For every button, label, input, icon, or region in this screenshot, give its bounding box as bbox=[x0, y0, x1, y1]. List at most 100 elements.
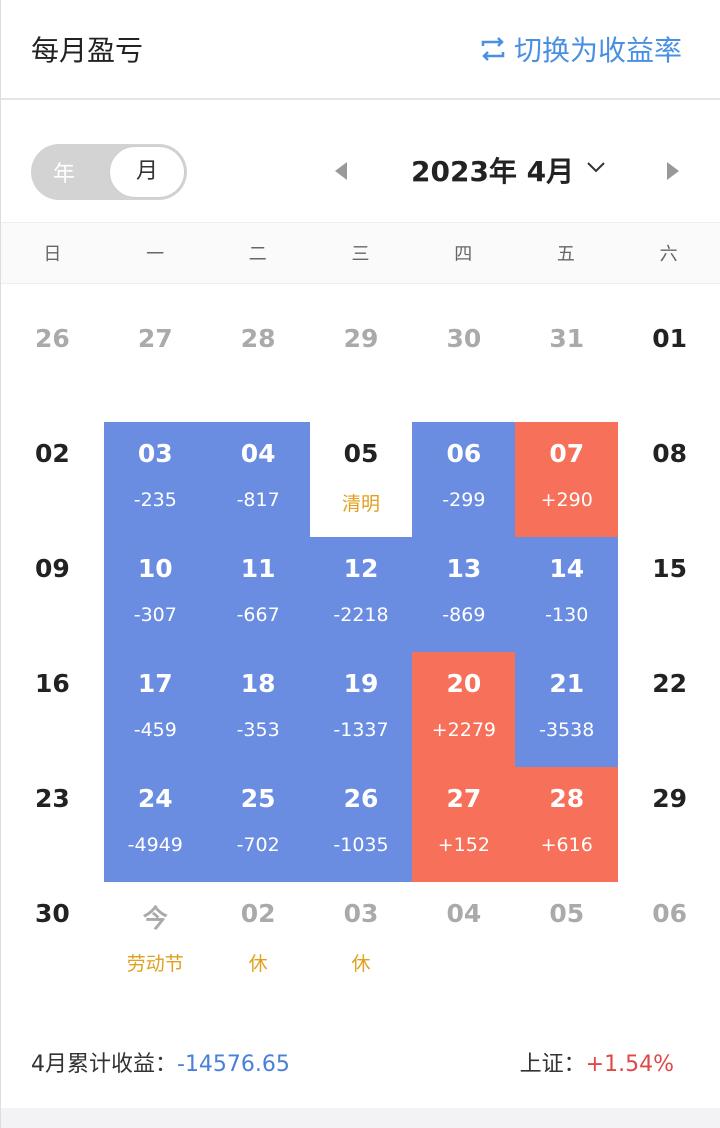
calendar-day[interactable]: 20 +2279 bbox=[412, 652, 516, 767]
calendar-day[interactable]: 29 bbox=[310, 307, 413, 422]
holiday-note: 休 bbox=[351, 953, 371, 975]
day-number: 09 bbox=[35, 554, 70, 583]
weekday: 三 bbox=[351, 244, 370, 265]
header: 每月盈亏 切换为收益率 bbox=[1, 0, 720, 100]
day-number: 02 bbox=[240, 899, 276, 928]
day-number: 30 bbox=[35, 899, 70, 928]
calendar-day[interactable]: 06 -299 bbox=[412, 422, 516, 537]
calendar-day[interactable]: 02 bbox=[1, 422, 104, 537]
calendar-day[interactable]: 12 -2218 bbox=[309, 537, 413, 652]
calendar-day[interactable]: 25 -702 bbox=[206, 767, 310, 882]
calendar-day[interactable]: 30 bbox=[1, 882, 104, 997]
calendar-day[interactable]: 23 bbox=[1, 767, 104, 882]
day-number: 04 bbox=[240, 439, 276, 468]
day-pnl: -2218 bbox=[333, 604, 389, 626]
calendar-day[interactable]: 31 bbox=[515, 307, 618, 422]
year-month-toggle[interactable]: 年 月 bbox=[31, 144, 187, 200]
weekday: 日 bbox=[43, 244, 62, 265]
summary-bar: 4月累计收益：-14576.65 上证：+1.54% bbox=[31, 1046, 674, 1078]
calendar-day[interactable]: 13 -869 bbox=[412, 537, 516, 652]
calendar-day[interactable]: 04 -817 bbox=[206, 422, 310, 537]
calendar-day[interactable]: 10 -307 bbox=[103, 537, 207, 652]
monthly-total-value: -14576.65 bbox=[177, 1052, 290, 1077]
calendar-day[interactable]: 07 +290 bbox=[515, 422, 619, 537]
calendar-grid: 26 27 28 29 30 31 01 02 03 -235 04 -817 05 清明 06 -299 07… bbox=[1, 307, 720, 997]
day-number: 12 bbox=[343, 554, 379, 583]
calendar-day[interactable]: 18 -353 bbox=[206, 652, 310, 767]
weekday-header: 日 一 二 三 四 五 六 bbox=[1, 222, 720, 284]
day-number: 20 bbox=[446, 669, 482, 698]
weekday: 二 bbox=[248, 244, 267, 265]
calendar-day[interactable]: 14 -130 bbox=[515, 537, 619, 652]
day-pnl: -353 bbox=[236, 719, 280, 741]
day-number: 16 bbox=[35, 669, 70, 698]
calendar-day[interactable]: 09 bbox=[1, 537, 104, 652]
calendar-day[interactable]: 24 -4949 bbox=[103, 767, 207, 882]
calendar-day[interactable]: 30 bbox=[412, 307, 515, 422]
weekday: 五 bbox=[556, 244, 575, 265]
calendar-day[interactable]: 19 -1337 bbox=[309, 652, 413, 767]
calendar-day[interactable]: 06 bbox=[618, 882, 720, 997]
holiday-note: 休 bbox=[248, 953, 268, 975]
day-number: 13 bbox=[446, 554, 482, 583]
day-pnl: -869 bbox=[442, 604, 486, 626]
calendar-day[interactable]: 17 -459 bbox=[103, 652, 207, 767]
day-number: 31 bbox=[549, 324, 585, 353]
calendar-day[interactable]: 08 bbox=[618, 422, 720, 537]
calendar-day[interactable]: 29 bbox=[618, 767, 720, 882]
calendar-day[interactable]: 27 +152 bbox=[412, 767, 516, 882]
day-number: 25 bbox=[240, 784, 276, 813]
day-pnl: -1035 bbox=[333, 834, 389, 856]
calendar-day[interactable]: 05 bbox=[515, 882, 618, 997]
day-pnl: -667 bbox=[236, 604, 280, 626]
day-number: 19 bbox=[343, 669, 379, 698]
calendar-day[interactable]: 03 -235 bbox=[103, 422, 207, 537]
day-number: 05 bbox=[549, 899, 585, 928]
day-number: 11 bbox=[240, 554, 276, 583]
day-number: 01 bbox=[652, 324, 687, 353]
day-number: 24 bbox=[137, 784, 173, 813]
next-month-icon[interactable] bbox=[667, 162, 679, 180]
calendar-day[interactable]: 28 +616 bbox=[515, 767, 619, 882]
calendar-day[interactable]: 今劳动节 bbox=[104, 882, 207, 997]
prev-month-icon[interactable] bbox=[335, 162, 347, 180]
holiday-note: 清明 bbox=[342, 493, 381, 515]
weekday: 一 bbox=[146, 244, 165, 265]
calendar-day[interactable]: 21 -3538 bbox=[515, 652, 619, 767]
calendar-day[interactable]: 03 休 bbox=[310, 882, 413, 997]
calendar-day[interactable]: 01 bbox=[618, 307, 720, 422]
day-pnl: -235 bbox=[133, 489, 177, 511]
day-number: 06 bbox=[446, 439, 482, 468]
day-pnl: -459 bbox=[133, 719, 177, 741]
calendar-day[interactable]: 16 bbox=[1, 652, 104, 767]
day-number: 10 bbox=[137, 554, 173, 583]
calendar-day[interactable]: 15 bbox=[618, 537, 720, 652]
switch-to-return-rate-button[interactable]: 切换为收益率 bbox=[478, 29, 682, 69]
calendar-day[interactable]: 22 bbox=[618, 652, 720, 767]
day-number: 26 bbox=[35, 324, 70, 353]
calendar-day[interactable]: 11 -667 bbox=[206, 537, 310, 652]
toggle-year[interactable]: 年 bbox=[53, 162, 76, 187]
toggle-month[interactable]: 月 bbox=[109, 146, 185, 198]
calendar-day[interactable]: 27 bbox=[104, 307, 207, 422]
month-selector[interactable]: 2023年 4月 bbox=[411, 155, 575, 188]
day-number: 29 bbox=[652, 784, 687, 813]
calendar-day[interactable]: 02 休 bbox=[207, 882, 310, 997]
page-title: 每月盈亏 bbox=[31, 34, 144, 67]
bottom-divider bbox=[1, 1108, 720, 1128]
calendar-day[interactable]: 28 bbox=[207, 307, 310, 422]
day-pnl: -817 bbox=[236, 489, 280, 511]
calendar-day[interactable]: 04 bbox=[412, 882, 515, 997]
swap-icon bbox=[481, 37, 505, 61]
day-number: 30 bbox=[446, 324, 482, 353]
chevron-down-icon[interactable] bbox=[585, 156, 607, 178]
day-number: 今 bbox=[142, 904, 168, 933]
calendar-day[interactable]: 26 bbox=[1, 307, 104, 422]
day-pnl: -702 bbox=[236, 834, 280, 856]
calendar-day[interactable]: 05 清明 bbox=[310, 422, 413, 537]
day-number: 28 bbox=[240, 324, 276, 353]
day-number: 04 bbox=[446, 899, 482, 928]
calendar-day[interactable]: 26 -1035 bbox=[309, 767, 413, 882]
day-pnl: +290 bbox=[540, 489, 593, 511]
day-number: 17 bbox=[137, 669, 173, 698]
